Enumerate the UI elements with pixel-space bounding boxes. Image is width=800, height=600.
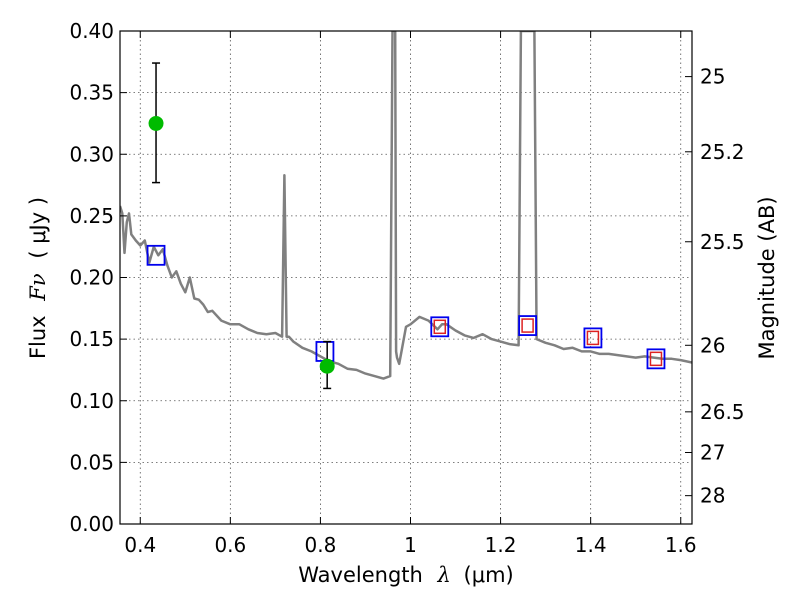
model-photometry-box [430,316,450,338]
model-photometry-inner-box [586,330,600,346]
model-photometry-box [146,244,166,266]
model-photometry-inner-box [433,319,447,335]
model-photometry-box [583,327,603,349]
x-tick-label: 0.4 [124,533,156,557]
y2-axis-label: Magnitude (AB) [755,196,779,359]
model-photometry-box [518,315,538,336]
model-spectrum-line [120,31,692,380]
model-photometry-inner-box [521,318,534,333]
y-tick-label: 0.05 [69,450,114,474]
y-tick-label: 0.30 [69,142,114,166]
y-axis-label-text: Flux [26,315,50,359]
axis-ticks: 0.4 0.6 0.8 1 1.2 1.4 1.6 0.00 0.05 0.10 0.15 0.20 0… [69,19,744,557]
y2-tick-label: 26.5 [700,400,745,424]
y-axis-label: Flux Fν ( μJy ) [26,197,50,359]
model-photometry-inner-box [649,351,663,367]
y-tick-label: 0.00 [69,512,114,536]
plot-area [120,31,692,390]
y-tick-label: 0.25 [69,204,114,228]
x-axis-label-text: Wavelength [298,563,423,587]
y-tick-label: 0.10 [69,389,114,413]
observed-point [319,358,335,374]
y2-tick-label: 25.2 [700,140,745,164]
x-tick-label: 1 [404,533,417,557]
x-axis-label: Wavelength λ (μm) [298,563,513,587]
model-photometry-box [646,348,666,370]
x-tick-label: 0.8 [305,533,337,557]
observed-point [148,115,164,131]
x-tick-label: 1.6 [665,533,697,557]
y2-tick-label: 26 [700,333,725,357]
y2-tick-label: 28 [700,484,725,508]
plot-series [120,31,692,380]
y-axis-label-unit: ( μJy ) [26,197,50,259]
y-tick-label: 0.15 [69,327,114,351]
x-tick-label: 1.2 [485,533,517,557]
y-tick-label: 0.35 [69,81,114,105]
y2-tick-label: 25.5 [700,230,745,254]
y-axis-label-symbol: Fν [26,273,50,302]
y2-tick-label: 27 [700,441,725,465]
x-tick-label: 1.4 [575,533,607,557]
x-axis-label-symbol: λ [437,563,451,587]
y-tick-label: 0.20 [69,266,114,290]
y-tick-label: 0.40 [69,19,114,43]
x-tick-label: 0.6 [214,533,246,557]
y2-tick-label: 25 [700,65,725,89]
grid [120,30,692,525]
x-axis-label-unit: (μm) [464,563,514,587]
